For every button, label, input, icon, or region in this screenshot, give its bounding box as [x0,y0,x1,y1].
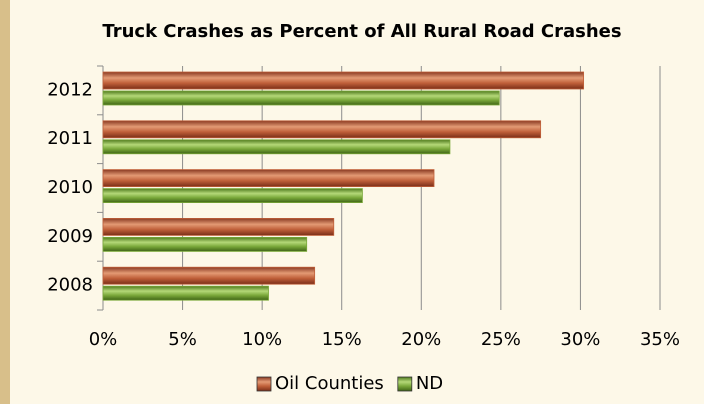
bar [102,139,451,155]
bar [102,236,308,252]
bar [102,188,363,204]
bar [102,285,269,301]
x-tick-label: 30% [560,329,600,350]
y-tick-label: 2009 [47,226,93,247]
x-tick-label: 10% [242,329,282,350]
bar [102,120,542,139]
legend-swatch [256,376,272,392]
legend-label: ND [416,373,443,394]
x-tick-label: 25% [481,329,521,350]
y-tick-label: 2008 [47,275,93,296]
legend-swatch [397,376,413,392]
x-tick-label: 15% [322,329,362,350]
bar [102,266,316,285]
bar [102,217,335,236]
x-tick-label: 20% [401,329,441,350]
bar [102,90,500,106]
x-tick-label: 0% [89,329,118,350]
y-tick-label: 2012 [47,79,93,100]
y-tick-label: 2011 [47,128,93,149]
y-tick-label: 2010 [47,177,93,198]
side-strip [0,0,10,404]
chart-title: Truck Crashes as Percent of All Rural Ro… [102,21,621,42]
legend-label: Oil Counties [275,373,384,394]
x-tick-label: 5% [168,329,197,350]
x-tick-label: 35% [640,329,680,350]
bar [102,71,585,90]
bar [102,169,435,188]
